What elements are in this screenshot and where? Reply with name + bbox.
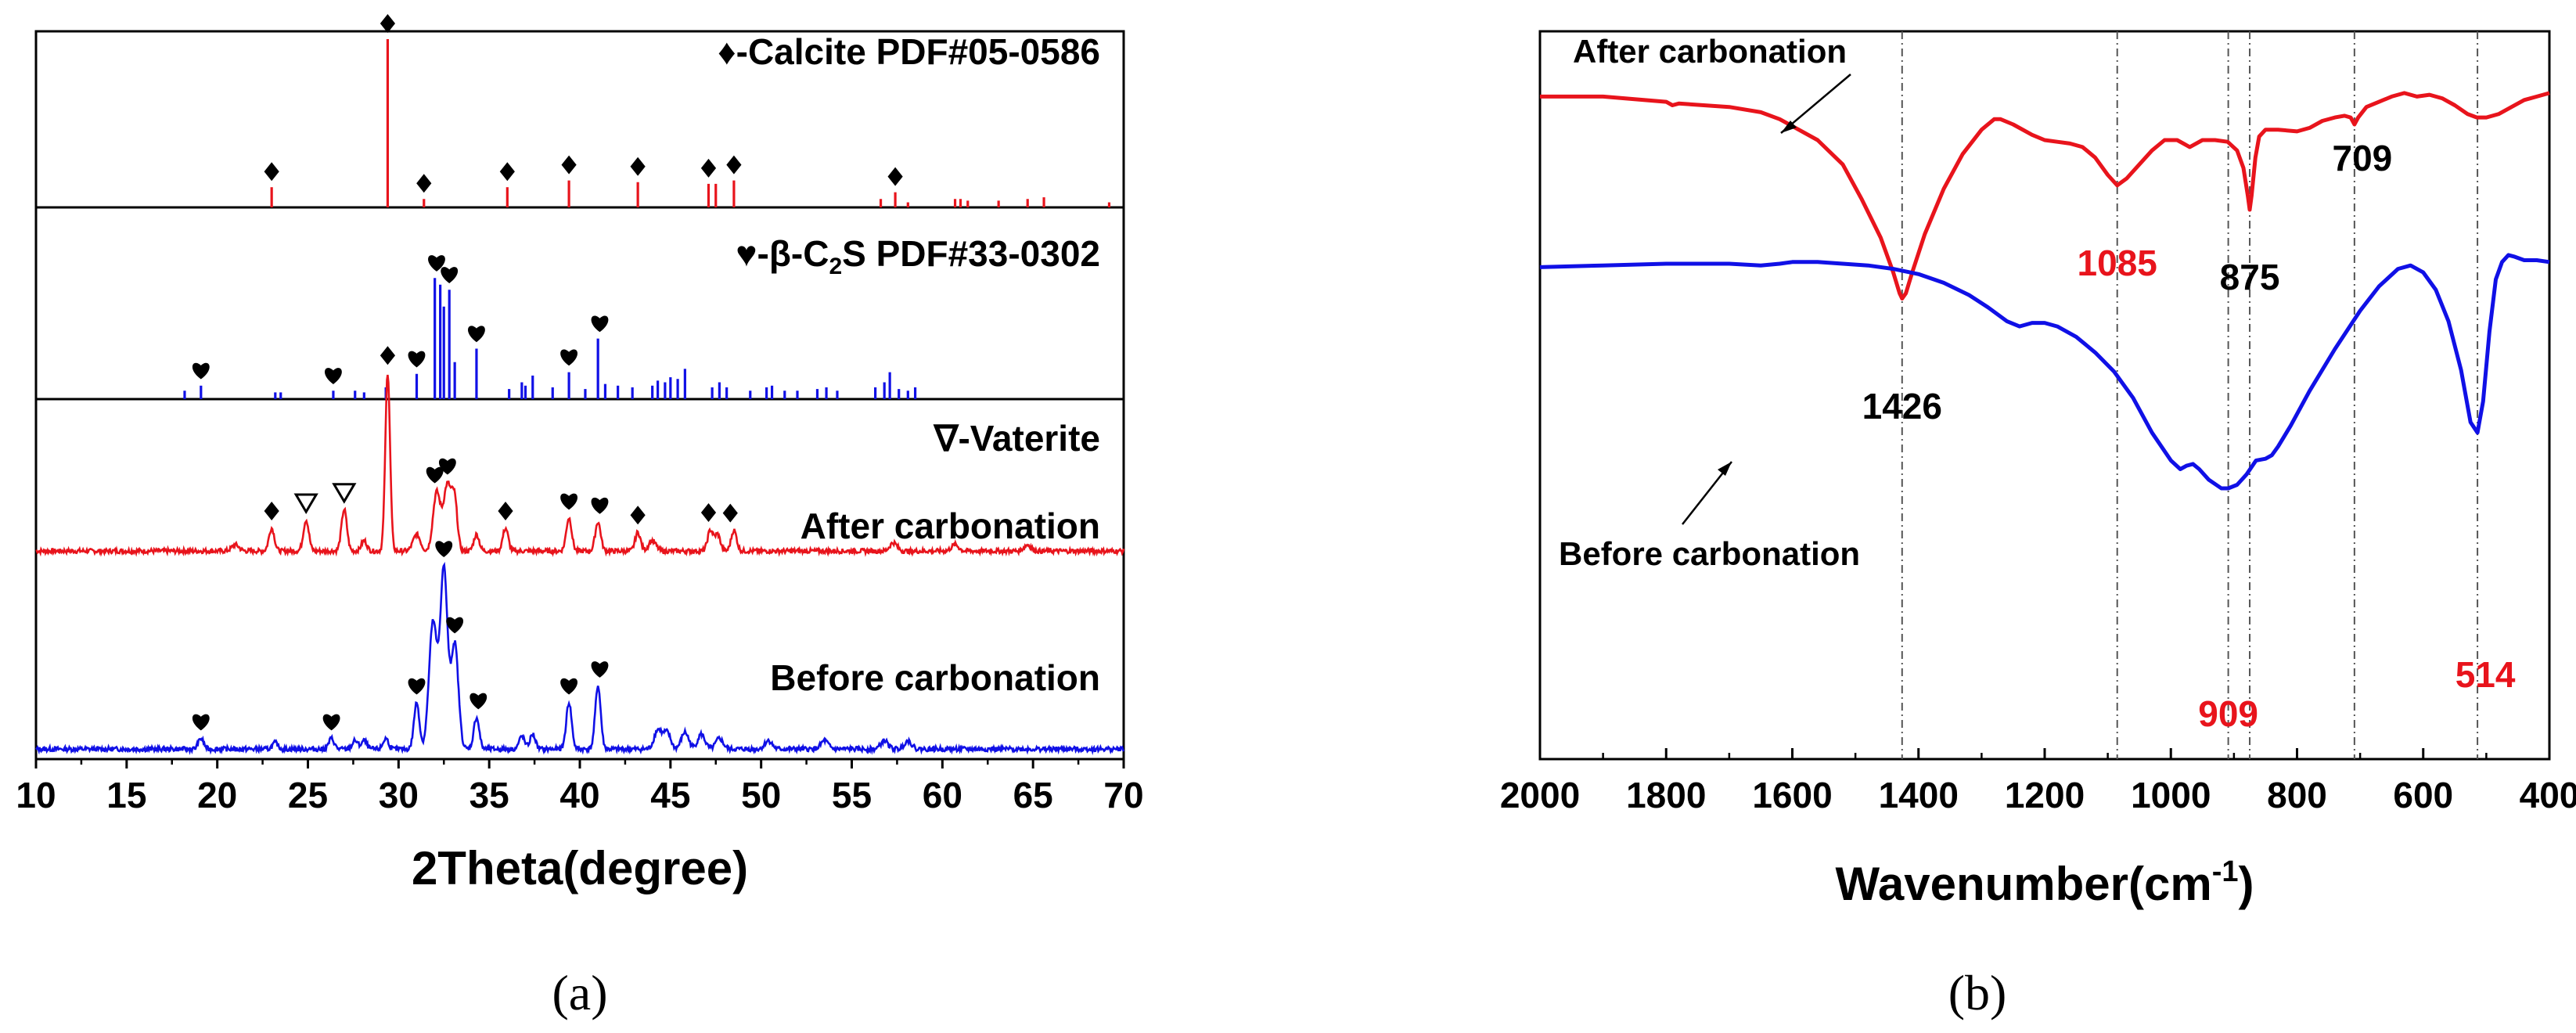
heart-marker-before-4 [446, 617, 464, 634]
x-tick-label-a-0: 10 [16, 775, 56, 815]
x-tick-label-b-0: 2000 [1500, 775, 1580, 815]
vaterite-marker-after-1 [293, 493, 318, 515]
peak-label-1426: 1426 [1862, 386, 1942, 427]
diamond-marker-calcite-ref-4 [561, 155, 577, 175]
x-tick-label-a-6: 40 [559, 775, 599, 815]
heart-marker-before-2 [408, 678, 426, 695]
c2s-legend: ♥-β-C2S PDF#33-0302 [736, 233, 1100, 279]
before-carbonation-spectrum [1539, 253, 2550, 491]
heart-marker-c2s-ref-7 [591, 315, 609, 333]
heart-marker-c2s-ref-2 [408, 351, 426, 368]
heart-marker-before-7 [591, 661, 609, 678]
heart-marker-c2s-ref-4 [441, 267, 459, 283]
heart-marker-before-1 [322, 714, 340, 731]
x-axis-title-a: 2Theta(degree) [412, 842, 748, 894]
x-tick-label-b-1: 1800 [1626, 775, 1706, 815]
x-tick-label-a-9: 55 [832, 775, 872, 815]
heart-marker-before-3 [435, 541, 453, 557]
diamond-marker-after-11 [722, 503, 738, 523]
peak-label-1085: 1085 [2078, 243, 2157, 283]
diamond-marker-calcite-ref-7 [726, 155, 742, 175]
vaterite-legend: ∇-Vaterite [933, 418, 1100, 459]
x-axis-title-b-main: Wavenumber(cm [1835, 858, 2211, 910]
after-pattern-line [35, 374, 1125, 557]
c2s-legend-suffix: S PDF#33-0302 [842, 233, 1100, 274]
x-tick-label-a-12: 70 [1103, 775, 1143, 815]
peak-label-709: 709 [2332, 138, 2392, 178]
after-carbonation-spectrum [1540, 91, 2550, 301]
x-tick-label-b-4: 1200 [2005, 775, 2085, 815]
panel-b-ftir-chart: 2000 1800 1600 1400 1200 1000 800 600 400 1426 10… [1500, 30, 2576, 1020]
after-carbonation-label-b: After carbonation [1573, 33, 1847, 70]
heart-marker-before-6 [560, 678, 578, 695]
x-tick-label-a-2: 20 [197, 775, 237, 815]
x-tick-label-a-3: 25 [288, 775, 328, 815]
diamond-marker-calcite-ref-3 [499, 162, 515, 182]
heart-marker-c2s-ref-3 [428, 255, 445, 272]
x-tick-label-a-1: 15 [106, 775, 146, 815]
heart-marker-c2s-ref-6 [560, 349, 578, 366]
x-tick-label-b-7: 600 [2393, 775, 2453, 815]
diamond-marker-after-0 [264, 501, 279, 520]
x-tick-label-b-5: 1000 [2131, 775, 2211, 815]
x-tick-label-b-3: 1400 [1879, 775, 1959, 815]
heart-marker-c2s-ref-0 [192, 362, 210, 380]
x-axis-title-b-sup: -1 [2212, 855, 2239, 888]
x-tick-label-b-8: 400 [2520, 775, 2576, 815]
c2s-legend-sub: 2 [829, 254, 842, 279]
diamond-marker-calcite-ref-5 [630, 157, 646, 176]
x-tick-label-a-4: 30 [379, 775, 419, 815]
before-carbonation-arrowhead [1718, 462, 1732, 476]
panel-label-a: (a) [552, 965, 607, 1020]
x-tick-label-a-7: 45 [650, 775, 690, 815]
x-tick-label-a-8: 50 [741, 775, 781, 815]
heart-marker-after-4 [426, 466, 444, 484]
diamond-marker-calcite-ref-0 [264, 162, 279, 182]
heart-marker-after-8 [591, 497, 609, 514]
c2s-legend-prefix: ♥-β-C [736, 233, 829, 274]
diamond-marker-after-9 [630, 506, 646, 525]
heart-marker-after-5 [438, 458, 456, 475]
diamond-marker-after-6 [498, 501, 513, 520]
diamond-marker-after-3 [380, 346, 396, 365]
diamond-marker-after-10 [700, 502, 717, 522]
x-axis-title-b: Wavenumber(cm-1) [1835, 855, 2254, 910]
peak-label-514: 514 [2455, 654, 2516, 695]
x-axis-title-b-close: ) [2239, 858, 2254, 910]
before-pattern-line [35, 561, 1125, 756]
peak-label-909: 909 [2198, 693, 2258, 734]
x-tick-label-a-5: 35 [470, 775, 509, 815]
heart-marker-c2s-ref-1 [325, 368, 342, 384]
after-carbonation-arrowhead [1781, 121, 1797, 133]
panel-label-b: (b) [1948, 965, 2007, 1020]
calcite-legend: ♦-Calcite PDF#05-0586 [718, 31, 1100, 72]
diamond-marker-calcite-ref-8 [887, 167, 903, 186]
after-carbonation-label-a: After carbonation [801, 506, 1100, 546]
x-tick-label-b-2: 1600 [1752, 775, 1832, 815]
x-tick-label-a-10: 60 [923, 775, 962, 815]
peak-label-875: 875 [2220, 257, 2280, 297]
x-tick-label-a-11: 65 [1013, 775, 1053, 815]
heart-marker-before-5 [470, 693, 487, 710]
diamond-marker-calcite-ref-2 [416, 174, 432, 193]
panel-a-xrd-chart: 10 15 20 25 30 35 40 45 50 55 60 65 70 ♦-Calcite PDF… [16, 14, 1144, 1020]
before-carbonation-label-b: Before carbonation [1559, 535, 1860, 572]
vaterite-marker-after-2 [332, 483, 357, 504]
diamond-marker-calcite-ref-6 [700, 158, 717, 178]
heart-marker-c2s-ref-5 [468, 326, 485, 343]
x-tick-label-b-6: 800 [2267, 775, 2327, 815]
diamond-marker-calcite-ref-1 [380, 14, 396, 33]
heart-marker-after-7 [560, 493, 578, 510]
before-carbonation-label-a: Before carbonation [770, 657, 1100, 698]
heart-marker-before-0 [192, 714, 210, 731]
